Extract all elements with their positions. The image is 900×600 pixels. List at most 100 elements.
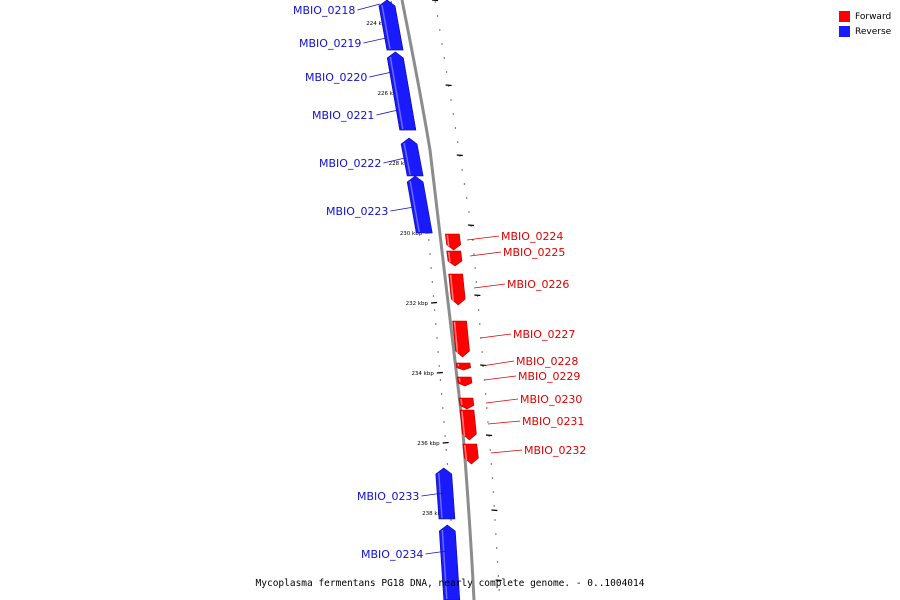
forward-swatch (839, 11, 850, 22)
gene-label-mbio_0219[interactable]: MBIO_0219 (299, 37, 361, 50)
minor-tick (448, 85, 450, 87)
major-tick (467, 224, 475, 227)
gene-highlight (446, 234, 450, 247)
gene-label-mbio_0230[interactable]: MBIO_0230 (520, 393, 582, 406)
gene-labels: MBIO_0218 MBIO_0219 MBIO_0220 MBIO_0221 MBIO… (293, 3, 586, 561)
minor-tick (445, 71, 448, 73)
gene-mbio_0233[interactable] (435, 467, 456, 520)
gene-label-mbio_0233[interactable]: MBIO_0233 (357, 490, 419, 503)
minor-tick (478, 309, 480, 311)
gene-highlight (449, 274, 454, 302)
gene-label-mbio_0224[interactable]: MBIO_0224 (501, 230, 563, 243)
gene-shape[interactable] (455, 362, 471, 371)
gene-leader-line (363, 37, 387, 44)
gene-shape[interactable] (444, 233, 461, 251)
gene-shape[interactable] (378, 0, 404, 51)
gene-mbio_0227[interactable] (452, 320, 470, 358)
gene-label-mbio_0234[interactable]: MBIO_0234 (361, 548, 423, 561)
gene-mbio_0224[interactable] (444, 233, 461, 251)
gene-highlight (438, 472, 443, 519)
minor-tick (438, 365, 440, 367)
major-tick (436, 371, 443, 374)
gene-shape[interactable] (406, 175, 433, 234)
minor-tick (450, 99, 452, 101)
gene-leader-line (487, 420, 521, 425)
minor-tick (434, 309, 436, 311)
gene-shape[interactable] (456, 376, 473, 387)
gene-label-mbio_0222[interactable]: MBIO_0222 (319, 157, 381, 170)
gene-label-mbio_0231[interactable]: MBIO_0231 (522, 415, 584, 428)
minor-tick (442, 407, 444, 409)
legend-forward-label: Forward (855, 11, 892, 22)
gene-mbio_0221[interactable] (386, 51, 417, 131)
gene-mbio_0226[interactable] (448, 273, 466, 306)
gene-features (378, 0, 479, 600)
gene-mbio_0231[interactable] (459, 409, 477, 441)
minor-tick (498, 589, 500, 591)
minor-tick (452, 113, 454, 115)
minor-tick (443, 421, 445, 423)
gene-leader-line (425, 550, 448, 555)
gene-label-mbio_0220[interactable]: MBIO_0220 (305, 71, 367, 84)
minor-tick (475, 281, 477, 283)
tick-label: 226 kbp (377, 91, 400, 97)
gene-shape[interactable] (438, 524, 461, 600)
minor-tick (463, 183, 466, 185)
major-tick (442, 441, 449, 444)
gene-leader-line (473, 283, 506, 289)
gene-shape[interactable] (386, 51, 417, 131)
minor-tick (441, 43, 443, 45)
minor-tick (431, 281, 433, 283)
minor-tick (496, 561, 499, 563)
legend-reverse-label: Reverse (855, 26, 892, 37)
gene-highlight (403, 142, 411, 176)
major-tick (491, 509, 498, 512)
gene-highlight (460, 398, 463, 406)
minor-tick (429, 253, 431, 255)
gene-shape[interactable] (458, 397, 475, 410)
gene-label-mbio_0226[interactable]: MBIO_0226 (507, 278, 569, 291)
gene-label-mbio_0229[interactable]: MBIO_0229 (518, 370, 580, 383)
minor-tick (445, 449, 447, 451)
gene-mbio_0230[interactable] (458, 397, 475, 410)
minor-tick (473, 253, 475, 255)
gene-highlight (381, 4, 391, 50)
minor-tick (436, 337, 438, 339)
gene-label-mbio_0218[interactable]: MBIO_0218 (293, 4, 355, 17)
minor-tick (488, 435, 490, 437)
genome-backbone (400, 0, 476, 600)
tick-label: 236 kbp (417, 441, 440, 447)
gene-label-mbio_0223[interactable]: MBIO_0223 (326, 205, 388, 218)
minor-tick (474, 267, 476, 269)
gene-mbio_0234[interactable] (438, 524, 461, 600)
gene-label-mbio_0227[interactable]: MBIO_0227 (513, 328, 575, 341)
gene-shape[interactable] (446, 250, 463, 267)
tick-label: 224 kbp (366, 21, 389, 27)
gene-label-mbio_0225[interactable]: MBIO_0225 (503, 246, 565, 259)
gene-label-mbio_0228[interactable]: MBIO_0228 (516, 355, 578, 368)
gene-mbio_0232[interactable] (462, 443, 479, 465)
minor-tick (491, 477, 494, 479)
minor-tick (439, 29, 441, 31)
minor-tick (459, 155, 461, 157)
gene-highlight (447, 251, 451, 263)
minor-tick (430, 267, 432, 269)
major-tick (431, 301, 438, 304)
gene-leader-line (376, 109, 399, 116)
gene-label-mbio_0232[interactable]: MBIO_0232 (524, 444, 586, 457)
gene-highlight (441, 529, 448, 600)
gene-highlight (464, 444, 468, 461)
gene-mbio_0229[interactable] (456, 376, 473, 387)
gene-mbio_0225[interactable] (446, 250, 463, 267)
ruler-ticks: 224 kbp 226 kbp 228 kbp 230 kbp 232 kbp 234 k… (366, 0, 502, 582)
gene-label-mbio_0221[interactable]: MBIO_0221 (312, 109, 374, 122)
minor-tick (443, 57, 445, 59)
gene-mbio_0219[interactable] (378, 0, 404, 51)
reverse-swatch (839, 26, 850, 37)
minor-tick (454, 127, 457, 129)
gene-mbio_0223[interactable] (406, 175, 433, 234)
gene-mbio_0222[interactable] (400, 137, 424, 177)
minor-tick (444, 435, 446, 437)
gene-mbio_0228[interactable] (455, 362, 471, 371)
map-caption: Mycoplasma fermentans PG18 DNA, nearly c… (255, 578, 645, 589)
